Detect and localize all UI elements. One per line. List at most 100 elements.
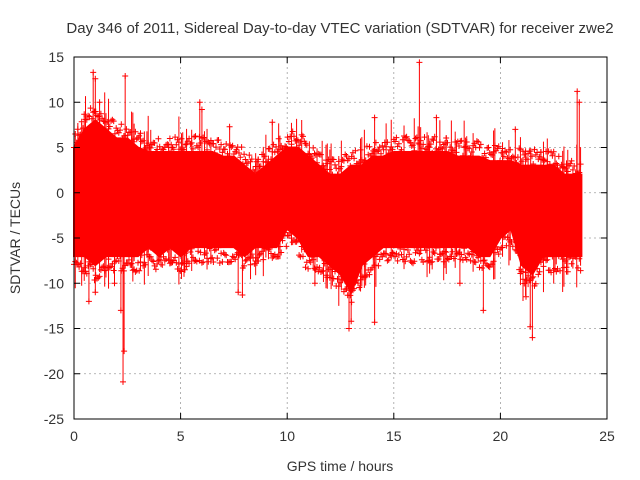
data-point: [384, 139, 391, 146]
data-point: [450, 255, 457, 262]
data-point: [123, 126, 130, 133]
data-point: [198, 259, 205, 266]
data-point: [303, 142, 310, 149]
outlier-point: [196, 99, 203, 106]
data-point: [472, 259, 479, 266]
data-point: [95, 113, 102, 120]
data-point: [445, 149, 452, 156]
data-point: [228, 258, 235, 265]
y-axis-label: SDTVAR / TECUs: [7, 182, 23, 294]
data-point: [571, 163, 578, 169]
data-point: [332, 161, 338, 168]
data-point: [197, 140, 204, 146]
data-point: [236, 150, 242, 156]
data-point: [489, 152, 496, 158]
data-point: [385, 256, 392, 263]
data-point: [210, 140, 217, 147]
data-point: [351, 285, 358, 292]
data-point: [543, 257, 549, 264]
data-point: [300, 253, 306, 260]
data-point: [274, 253, 281, 260]
data-point: [172, 254, 179, 261]
data-point: [256, 251, 263, 258]
data-point: [334, 276, 341, 282]
data-point: [569, 166, 576, 173]
data-point: [376, 256, 383, 263]
data-point: [193, 258, 200, 265]
data-point: [211, 247, 218, 254]
outlier-point: [120, 378, 126, 385]
data-point: [268, 250, 274, 257]
data-point: [124, 132, 131, 139]
data-point: [404, 247, 411, 253]
data-point: [476, 264, 483, 271]
data-point: [229, 253, 236, 260]
data-point: [466, 145, 473, 152]
data-point: [558, 253, 565, 260]
y-tick-label: -20: [44, 366, 64, 382]
outlier-point: [96, 99, 103, 106]
data-point: [111, 130, 118, 137]
data-point: [257, 163, 264, 170]
data-point: [344, 157, 351, 164]
data-point: [248, 156, 255, 163]
outlier-point: [111, 280, 118, 287]
data-point: [149, 257, 155, 264]
data-point: [504, 234, 511, 241]
data-point: [259, 248, 265, 255]
data-point: [562, 165, 569, 172]
data-point: [316, 264, 323, 271]
data-point: [192, 133, 199, 140]
data-point: [347, 162, 354, 169]
data-point: [495, 143, 502, 150]
data-point: [366, 143, 373, 150]
data-point: [283, 243, 290, 250]
data-point: [389, 249, 396, 256]
data-point: [507, 146, 514, 153]
outlier-point: [348, 318, 355, 325]
data-point: [412, 249, 419, 256]
data-point: [317, 151, 324, 158]
data-point: [215, 137, 222, 143]
data-point: [518, 158, 525, 165]
data-point: [568, 260, 575, 267]
data-point: [351, 155, 358, 162]
data-point: [211, 149, 218, 156]
outlier-point: [480, 307, 487, 314]
data-point: [468, 149, 475, 155]
data-point: [315, 150, 322, 157]
chart-title: Day 346 of 2011, Sidereal Day-to-day VTE…: [66, 20, 613, 37]
data-point: [126, 256, 132, 263]
data-point: [553, 268, 560, 275]
data-point: [127, 261, 134, 268]
data-point: [564, 268, 571, 275]
data-point: [376, 144, 383, 151]
data-point: [283, 144, 290, 150]
data-point: [170, 146, 177, 153]
data-point: [529, 153, 535, 160]
data-point: [110, 118, 117, 125]
data-point: [186, 260, 193, 267]
y-tick-label: -15: [44, 321, 64, 337]
data-point: [482, 154, 489, 161]
data-point: [435, 256, 442, 262]
data-point: [352, 147, 359, 154]
data-point: [289, 128, 296, 135]
outlier-point: [121, 348, 128, 355]
data-point: [264, 158, 271, 165]
data-point: [537, 259, 544, 266]
data-point: [187, 141, 194, 148]
data-point: [488, 151, 494, 158]
data-point: [403, 133, 410, 140]
data-point: [481, 150, 488, 157]
data-point: [76, 263, 83, 270]
data-point: [80, 125, 86, 132]
data-point: [456, 143, 462, 149]
data-point: [207, 137, 214, 144]
data-point: [518, 268, 525, 275]
x-tick-label: 15: [386, 428, 402, 444]
data-point: [449, 248, 456, 255]
data-point: [430, 137, 437, 144]
data-point: [372, 139, 379, 146]
outlier-point: [537, 149, 544, 155]
